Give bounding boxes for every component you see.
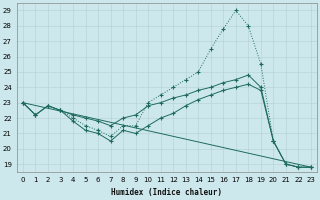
X-axis label: Humidex (Indice chaleur): Humidex (Indice chaleur) — [111, 188, 222, 197]
